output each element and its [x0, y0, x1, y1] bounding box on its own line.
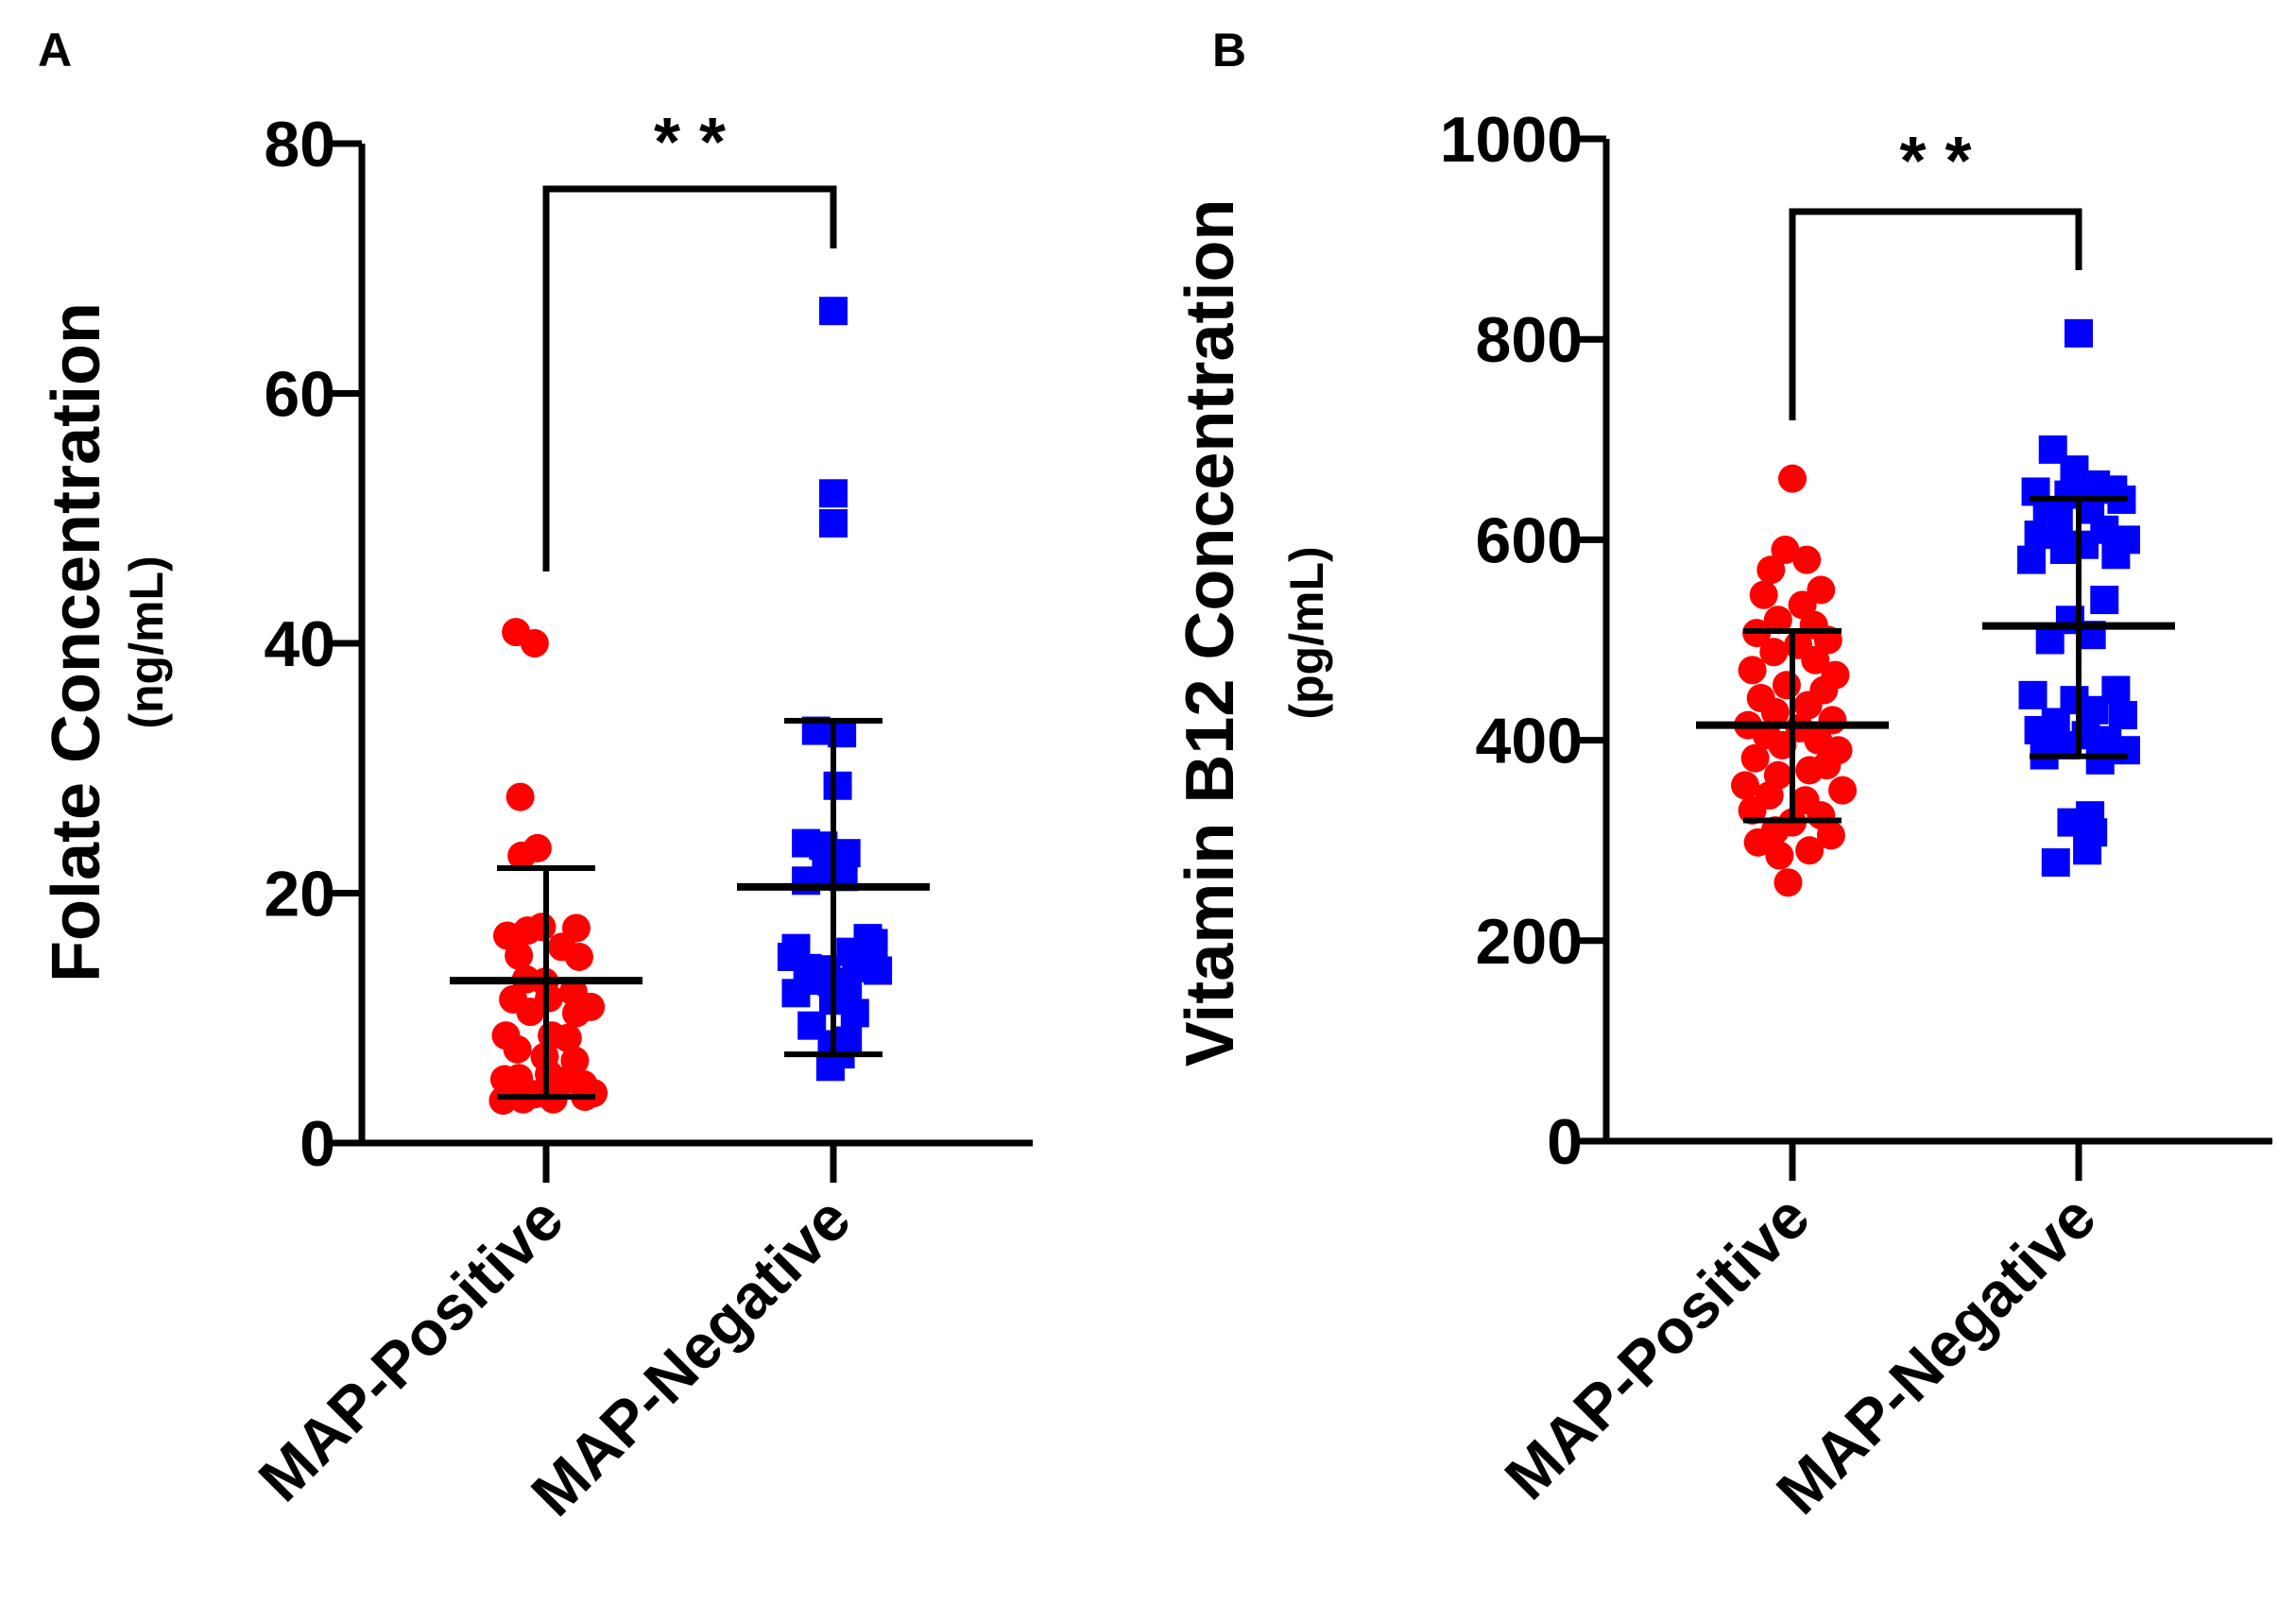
- data-point: [1816, 821, 1845, 850]
- data-point: [1763, 606, 1792, 635]
- data-point: [1795, 756, 1825, 785]
- data-point: [1759, 638, 1789, 667]
- y-tick-label: 200: [1476, 906, 1583, 978]
- y-axis-unit: (pg/mL): [1280, 546, 1333, 719]
- data-point: [819, 479, 848, 508]
- significance-bracket: [542, 185, 837, 572]
- y-tick-label: 0: [1547, 1106, 1583, 1178]
- data-point: [1738, 656, 1767, 685]
- data-point: [864, 956, 893, 985]
- y-tick-label: 600: [1476, 504, 1583, 576]
- significance-label: * *: [654, 105, 726, 180]
- data-point: [2065, 318, 2093, 348]
- data-point: [2041, 848, 2070, 878]
- x-tick-label: MAP-Positive: [245, 1184, 576, 1515]
- data-point: [561, 998, 591, 1028]
- data-point: [1828, 776, 1858, 805]
- data-point: [2090, 586, 2119, 615]
- panel-b: B Vitamin B12 Concentration (pg/mL) 0 200 400…: [1173, 24, 2272, 1527]
- data-point: [1793, 691, 1823, 720]
- data-point: [1768, 730, 1797, 759]
- data-point: [2073, 836, 2102, 865]
- data-point: [2080, 695, 2109, 725]
- data-point: [781, 979, 811, 1008]
- panel-label: A: [38, 24, 72, 77]
- y-axis-unit: (ng/mL): [120, 555, 173, 728]
- data-point: [823, 771, 852, 800]
- data-point: [505, 782, 535, 811]
- y-axis-title: Folate Concentration: [39, 302, 114, 982]
- data-point: [513, 916, 542, 946]
- panel-label: B: [1212, 24, 1246, 77]
- y-tick-label: 1000: [1440, 104, 1583, 176]
- y-tick-label: 80: [264, 109, 335, 180]
- data-point: [1756, 555, 1786, 585]
- data-point: [1738, 795, 1767, 825]
- data-point: [553, 1023, 582, 1052]
- y-tick-label: 20: [264, 859, 335, 930]
- data-point: [1801, 645, 1830, 674]
- y-tick-label: 0: [300, 1108, 335, 1180]
- data-point: [488, 1086, 518, 1116]
- data-point: [564, 942, 593, 971]
- data-point: [507, 841, 537, 870]
- significance-bracket: [1789, 208, 2082, 420]
- data-point: [1740, 743, 1770, 773]
- data-point: [815, 1052, 845, 1082]
- data-point: [2024, 715, 2053, 744]
- y-tick-label: 60: [264, 359, 335, 431]
- data-point: [2024, 520, 2053, 550]
- data-point: [505, 941, 534, 970]
- data-point: [503, 1034, 532, 1064]
- data-point: [520, 629, 549, 657]
- data-point: [579, 1079, 608, 1108]
- data-point: [1765, 841, 1794, 870]
- data-point: [2018, 680, 2048, 709]
- y-axis-title: Vitamin B12 Concentration: [1173, 199, 1248, 1067]
- data-point: [1772, 671, 1801, 700]
- data-point: [1771, 536, 1800, 565]
- data-point: [1773, 868, 1803, 897]
- y-tick-label: 800: [1476, 304, 1583, 376]
- data-point: [516, 998, 545, 1027]
- significance-label: * *: [1899, 124, 1971, 199]
- data-point: [2017, 545, 2047, 574]
- data-point: [840, 998, 869, 1028]
- data-point: [819, 297, 848, 326]
- data-point: [1795, 836, 1825, 865]
- data-point: [1778, 464, 1807, 493]
- data-point: [2085, 745, 2115, 775]
- data-point: [1743, 828, 1773, 857]
- y-tick-label: 40: [264, 608, 335, 680]
- data-point: [1749, 580, 1778, 609]
- x-tick-label: MAP-Positive: [1491, 1182, 1823, 1513]
- data-point: [1760, 697, 1790, 726]
- data-point: [2035, 625, 2065, 655]
- data-point: [1731, 771, 1760, 800]
- panel-a: A Folate Concentration (ng/mL) 0 20 40 60 80 MAP…: [38, 24, 1033, 1529]
- y-tick-label: 400: [1476, 706, 1583, 777]
- data-point: [2049, 536, 2079, 565]
- data-point: [1792, 545, 1822, 574]
- data-point: [819, 509, 848, 538]
- data-point: [2101, 540, 2131, 570]
- data-point: [2111, 736, 2140, 765]
- data-point: [2108, 701, 2137, 730]
